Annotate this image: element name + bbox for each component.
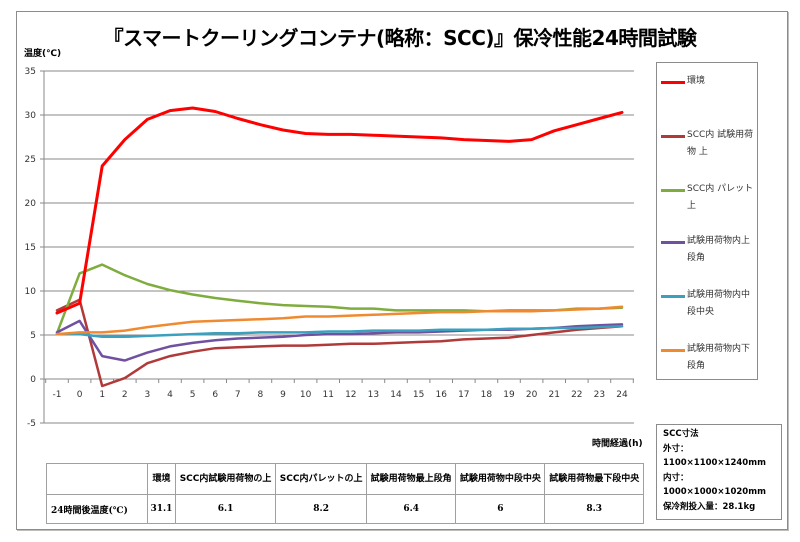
y-tick-label: 25 [25,155,36,165]
y-tick-label: -5 [27,419,36,429]
spec-heading: SCC寸法 [663,429,699,439]
legend-item-cargo-lower-corner: 試験用荷物内下段角 [661,343,755,375]
y-tick-label: 10 [25,287,37,297]
series-line-0 [55,106,624,315]
spec-inner-value: 1000×1000×1020mm [663,487,766,497]
series-line-1 [55,298,624,388]
legend-swatch [661,135,685,138]
spec-outer-value: 1100×1100×1240mm [663,458,766,468]
legend-item-cargo-upper-corner: 試験用荷物内上段角 [661,235,755,267]
legend-label: 試験用荷物内中段中央 [687,290,751,317]
table-cell: 8.2 [275,494,368,524]
legend-item-environment: 環境 [661,75,755,90]
spec-coolant: 保冷剤投入量：28.1kg [663,501,756,512]
x-tick-label: -1 [53,390,62,400]
legend-swatch [661,295,685,298]
y-tick-label: 15 [25,243,36,253]
x-tick-label: 12 [345,390,356,400]
y-tick-label: 0 [30,375,36,385]
x-tick-label: 3 [145,390,151,400]
table-cell: 8.3 [544,494,644,524]
legend-label: SCC内 試験用荷物 上 [687,130,754,157]
gridlines [44,70,634,424]
x-tick-label: 13 [368,390,379,400]
y-tick-label: 20 [25,199,37,209]
x-tick-label: 24 [616,390,628,400]
x-tick-label: 15 [413,390,424,400]
series-lines [55,106,624,388]
legend-item-scc-pallet-top: SCC内 パレット上 [661,183,755,215]
x-tick-label: 8 [258,390,264,400]
legend-label: 試験用荷物内上段角 [687,236,751,263]
x-tick-label: 5 [190,390,196,400]
x-tick-label: 22 [571,390,582,400]
x-tick-label: 11 [322,390,333,400]
legend-label: 試験用荷物内下段角 [687,344,751,371]
x-tick-label: 20 [526,390,538,400]
legend-swatch [661,349,685,352]
series-line-2 [55,263,624,335]
legend-swatch [661,81,685,84]
spec-inner-label: 内寸： [663,472,689,483]
table-header-cell: 試験用荷物最下段中央 [544,463,644,495]
x-tick-label: 21 [548,390,559,400]
chart-title: 『スマートクーリングコンテナ(略称：SCC)』保冷性能24時間試験 [103,26,697,50]
legend-swatch [661,241,685,244]
chart-legend: 環境 SCC内 試験用荷物 上 SCC内 パレット上 試験用荷物内上段角 試験用… [656,62,758,380]
series-line-5 [55,305,624,336]
y-tick-label: 35 [25,67,36,77]
legend-label: 環境 [687,76,706,86]
table-header-cell: 試験用荷物中段中央 [455,463,546,495]
y-axis-label: 温度(℃) [24,49,62,59]
x-tick-label: 17 [458,390,469,400]
table-row-label: 24時間後温度(℃) [46,494,148,524]
x-tick-label: 7 [235,390,241,400]
table-row: 24時間後温度(℃) 31.1 6.1 8.2 6.4 6 8.3 [46,494,644,524]
summary-table: 環境 SCC内試験用荷物の上 SCC内パレットの上 試験用荷物最上段角 試験用荷… [46,463,644,524]
x-tick-label: 2 [122,390,128,400]
x-tick-label: 0 [77,390,83,400]
x-tick-label: 23 [594,390,605,400]
legend-item-scc-cargo-top: SCC内 試験用荷物 上 [661,129,755,161]
table-header-cell [46,463,148,495]
series-line-4 [55,324,624,339]
x-tick-label: 19 [503,390,515,400]
x-tick-label: 6 [212,390,218,400]
table-cell: 6.1 [174,494,277,524]
legend-label: SCC内 パレット上 [687,184,754,211]
spec-outer-label: 外寸： [663,443,689,454]
x-tick-label: 4 [167,390,173,400]
table-header-cell: 試験用荷物最上段角 [366,463,457,495]
x-axis-label: 時間経過(h) [592,439,643,449]
x-tick-label: 16 [435,390,447,400]
x-tick-labels: -1 0 1 2 3 4 5 6 7 8 9 10 11 12 13 14 15 16 17 18 19 20 21 22 23… [53,390,628,400]
axes [40,70,634,424]
table-header-cell: SCC内試験用荷物の上 [174,463,277,495]
x-tick-label: 10 [300,390,312,400]
x-tick-label: 14 [390,390,402,400]
x-tick-label: 18 [481,390,493,400]
legend-swatch [661,189,685,192]
scc-spec-box: SCC寸法 外寸： 1100×1100×1240mm 内寸： 1000×1000… [656,424,782,520]
table-cell: 6 [455,494,546,524]
legend-item-cargo-middle-center: 試験用荷物内中段中央 [661,289,755,321]
y-tick-label: 30 [25,111,37,121]
table-cell: 6.4 [366,494,457,524]
table-cell: 31.1 [147,494,176,524]
x-tick-label: 1 [99,390,105,400]
table-header-cell: SCC内パレットの上 [275,463,368,495]
table-header-cell: 環境 [147,463,176,495]
y-tick-labels: -5 0 5 10 15 20 25 30 35 [25,67,37,429]
x-tick-label: 9 [280,390,286,400]
y-tick-label: 5 [30,331,36,341]
table-header-row: 環境 SCC内試験用荷物の上 SCC内パレットの上 試験用荷物最上段角 試験用荷… [46,463,644,495]
